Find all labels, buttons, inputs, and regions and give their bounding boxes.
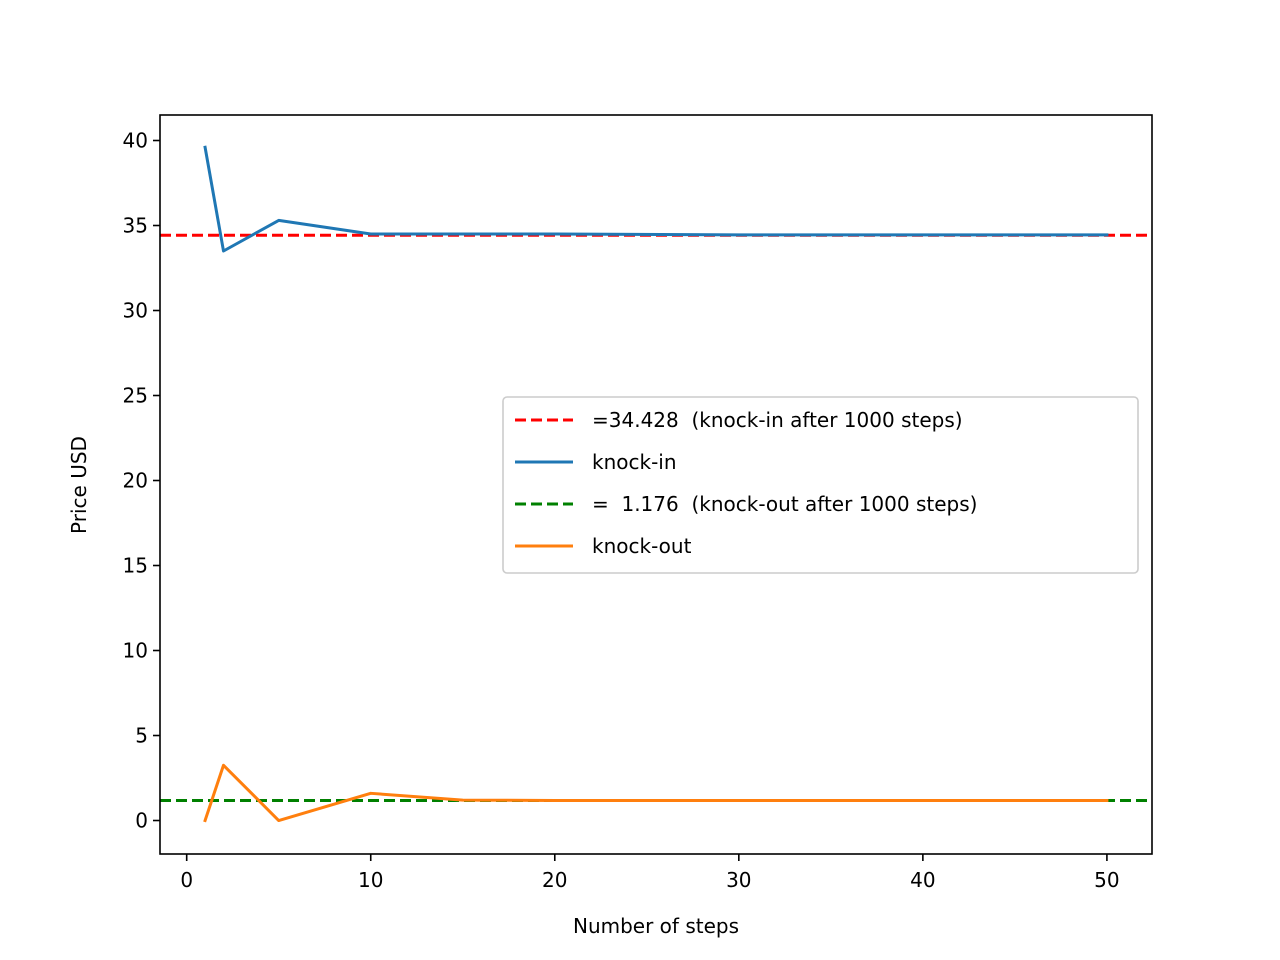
y-tick-label: 40: [123, 129, 148, 153]
x-axis-label: Number of steps: [573, 914, 739, 938]
y-tick-label: 35: [123, 214, 148, 238]
x-tick-label: 0: [180, 868, 193, 892]
x-tick-label: 50: [1094, 868, 1119, 892]
x-tick-label: 20: [542, 868, 567, 892]
plot-frame: [159, 114, 1153, 855]
series-line-knock-in: [203, 145, 1109, 253]
plot-area: [160, 145, 1152, 823]
legend: =34.428 (knock-in after 1000 steps) knock…: [502, 396, 1139, 574]
x-tick-label: 10: [358, 868, 383, 892]
legend-label: = 1.176 (knock-out after 1000 steps): [592, 492, 977, 516]
x-axis: 0 10 20 30 40 50: [180, 854, 1120, 892]
y-tick-label: 0: [135, 809, 148, 833]
y-tick-label: 30: [123, 299, 148, 323]
y-tick-label: 25: [123, 384, 148, 408]
y-tick-label: 20: [123, 469, 148, 493]
legend-label: =34.428 (knock-in after 1000 steps): [592, 408, 963, 432]
legend-label: knock-out: [592, 534, 692, 558]
legend-label: knock-in: [592, 450, 677, 474]
legend-frame: [502, 396, 1139, 574]
y-tick-label: 15: [123, 554, 148, 578]
y-tick-label: 5: [135, 724, 148, 748]
x-tick-label: 40: [910, 868, 935, 892]
series-line-knock-out: [203, 763, 1109, 823]
y-axis-label: Price USD: [67, 436, 91, 534]
y-tick-label: 10: [123, 639, 148, 663]
y-axis: 0 5 10 15 20 25 30 35 40: [123, 129, 160, 833]
x-tick-label: 30: [726, 868, 751, 892]
